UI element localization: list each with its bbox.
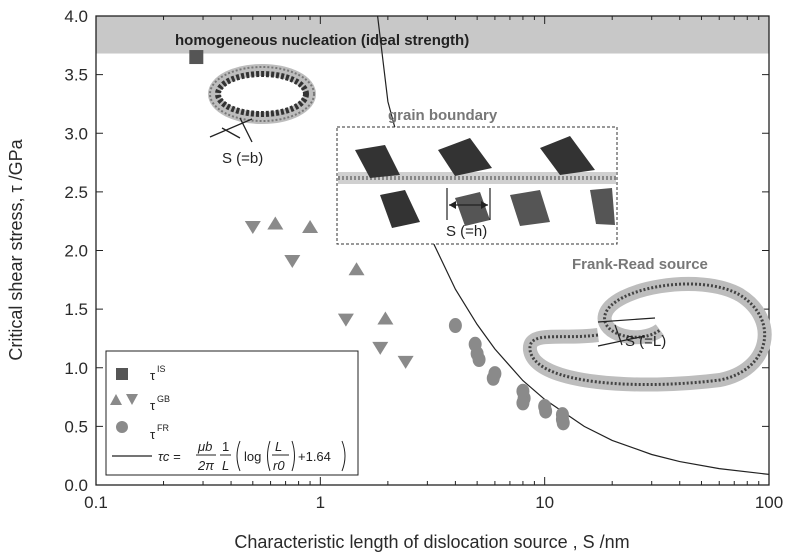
x-axis-label: Characteristic length of dislocation sou… [234,532,629,552]
grain-boundary-inset: grain boundary S (=h) [336,107,618,245]
tau-c-curve [377,16,769,475]
marker-tau-gb-up [267,216,284,230]
svg-text:r0: r0 [273,458,285,473]
legend-is-sup: IS [157,364,166,374]
y-tick-label: 2.0 [64,242,88,261]
legend-gb-sup: GB [157,394,170,404]
marker-tau-gb-down [337,313,354,327]
plot-frame [95,15,770,486]
marker-tau-is [189,50,204,65]
homogeneous-loop-inset: S (=b) [208,64,316,167]
marker-tau-gb-down [397,355,414,369]
svg-text:log: log [244,449,261,464]
svg-text:L: L [275,439,282,454]
frank-read-inset: Frank-Read source S (=L) [523,256,772,392]
x-tick-label: 100 [755,493,783,512]
marker-tau-gb-up [302,220,319,234]
marker-tau-fr [472,352,486,368]
legend-fr-sup: FR [157,423,169,433]
label-frank-read: Frank-Read source [572,256,708,273]
legend-formula: τc = μb 2π 1 L log L r0 +1.64 [158,439,346,473]
marker-tau-gb-down [372,341,389,355]
marker-tau-fr [486,370,500,386]
y-tick-label: 0.5 [64,417,88,436]
y-tick-label: 4.0 [64,7,88,26]
legend-is-label: τ [150,368,156,383]
marker-tau-fr [448,318,462,334]
label-s-l: S (=L) [625,333,666,350]
marker-tau-gb-down [284,255,301,269]
marker-tau-fr [539,403,553,419]
svg-text:1: 1 [222,439,229,454]
x-tick-label: 1 [316,493,325,512]
label-s-b: S (=b) [222,150,263,167]
label-grain-boundary: grain boundary [388,107,498,124]
legend-fr-label: τ [150,427,156,442]
y-tick-label: 0.0 [64,476,88,495]
y-tick-label: 2.5 [64,183,88,202]
svg-text:L: L [222,458,229,473]
marker-tau-fr [556,415,570,431]
axis-ticks: 0.0 0.5 1.0 1.5 2.0 2.5 3.0 3.5 4.0 0.1 1 10 100 [64,7,783,512]
svg-text:τc =: τc = [158,449,181,464]
y-axis-label: Critical shear stress, τ /GPa [6,138,26,360]
legend: τ IS τ GB τ FR τc = μb 2π 1 L log L r0 +… [105,350,359,476]
y-tick-label: 3.5 [64,66,88,85]
marker-tau-fr [516,395,530,411]
svg-text:μb: μb [197,439,212,454]
legend-circle-marker [116,421,128,433]
label-s-h: S (=h) [446,223,487,240]
svg-text:2π: 2π [197,458,214,473]
legend-triangle-down-marker [126,394,138,405]
band-label: homogeneous nucleation (ideal strength) [175,32,469,49]
marker-tau-gb-up [377,311,394,325]
x-tick-label: 10 [535,493,554,512]
legend-triangle-up-marker [110,394,122,405]
y-tick-label: 1.5 [64,300,88,319]
marker-tau-gb-up [348,262,365,276]
ideal-strength-band [96,16,769,54]
y-tick-label: 3.0 [64,124,88,143]
y-tick-label: 1.0 [64,359,88,378]
marker-tau-gb-down [244,221,261,235]
legend-gb-label: τ [150,398,156,413]
x-tick-label: 0.1 [84,493,108,512]
data-markers [189,50,570,431]
legend-square-marker [116,368,128,380]
svg-text:+1.64: +1.64 [298,449,331,464]
